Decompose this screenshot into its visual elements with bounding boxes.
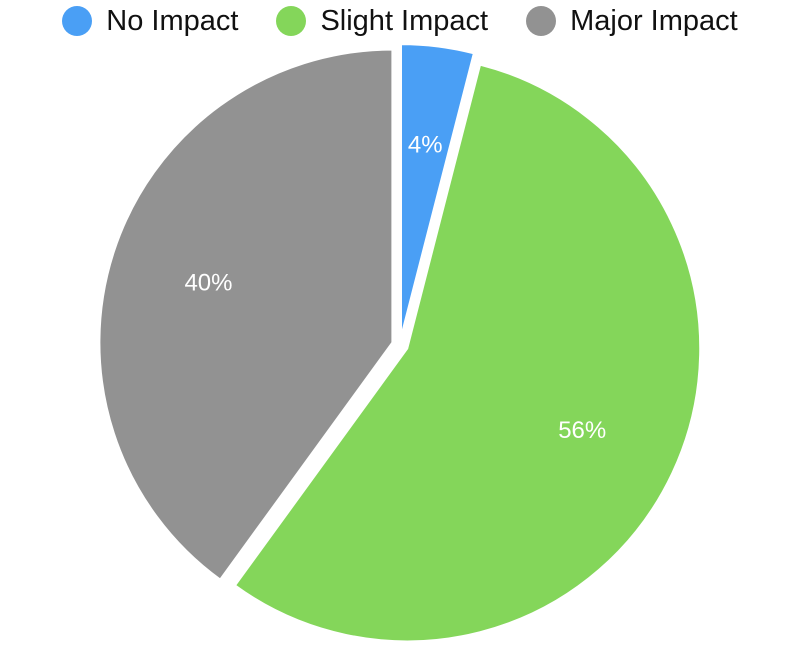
pie-slice-no-impact[interactable] xyxy=(400,43,476,338)
legend-swatch-slight-impact xyxy=(276,6,307,36)
legend-label-slight-impact: Slight Impact xyxy=(320,4,489,37)
legend-label-no-impact: No Impact xyxy=(106,4,239,37)
legend-item-no-impact[interactable]: No Impact xyxy=(62,5,238,38)
legend-swatch-no-impact xyxy=(62,6,93,36)
data-label-slight-impact: 56% xyxy=(558,417,606,444)
pie-slice-slight-impact[interactable] xyxy=(233,63,702,643)
legend-swatch-major-impact xyxy=(526,6,557,36)
pie-slice-major-impact[interactable] xyxy=(98,48,394,581)
data-label-major-impact: 40% xyxy=(184,269,232,296)
legend-label-major-impact: Major Impact xyxy=(570,4,738,37)
data-label-no-impact: 4% xyxy=(408,132,443,159)
legend-item-major-impact[interactable]: Major Impact xyxy=(526,5,738,38)
legend-item-slight-impact[interactable]: Slight Impact xyxy=(276,5,488,38)
chart-legend: No Impact Slight Impact Major Impact xyxy=(0,0,800,42)
